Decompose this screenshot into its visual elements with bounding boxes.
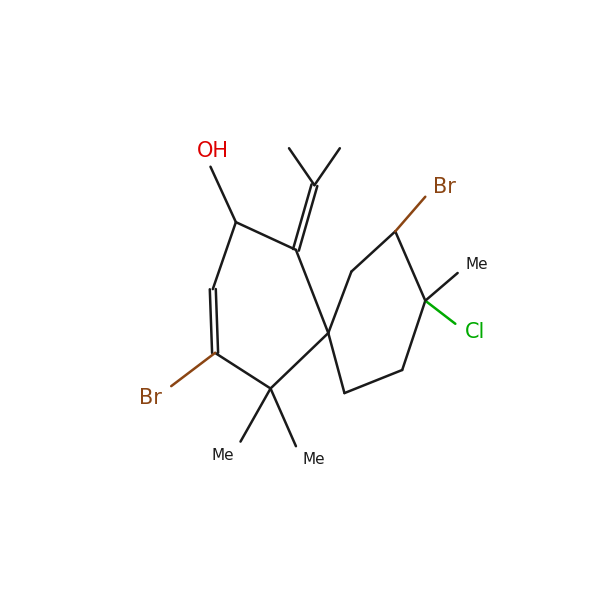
Text: Br: Br bbox=[433, 176, 456, 197]
Text: Br: Br bbox=[139, 388, 162, 408]
Text: OH: OH bbox=[197, 140, 229, 161]
Text: Cl: Cl bbox=[464, 322, 485, 342]
Text: Me: Me bbox=[466, 257, 488, 272]
Text: Me: Me bbox=[302, 452, 325, 467]
Text: Me: Me bbox=[212, 448, 234, 463]
